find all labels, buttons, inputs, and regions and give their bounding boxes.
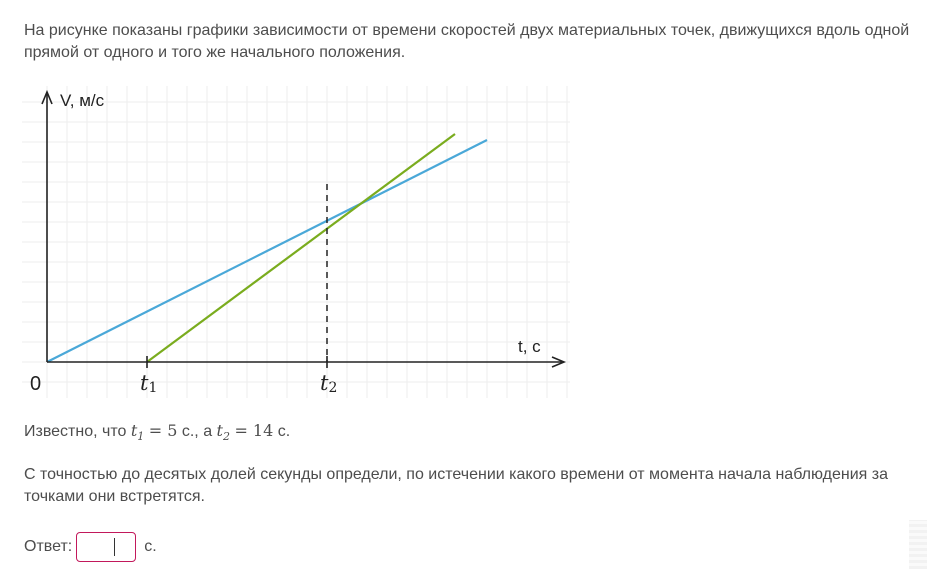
answer-input[interactable] [76,532,137,562]
t2-unit: с. [277,423,291,440]
series-line-2 [146,133,456,363]
t1-symbol: t1 [130,421,145,444]
velocity-time-chart: V, м/с t, с 0 t1 t2 [22,86,570,398]
chart-grid [22,86,570,398]
answer-unit: с. [144,538,157,555]
scroll-edge [909,520,927,569]
task-text: С точностью до десятых долей секунды опр… [24,466,888,505]
known-values: Известно, что t1 = 5 с., а t2 = 14 с. [24,421,290,443]
tick-label-t2: t2 [320,371,337,396]
y-axis-arrow [41,89,53,105]
tick-label-t1: t1 [140,371,157,396]
text-caret [114,538,115,556]
t1-unit: с., а [181,423,213,440]
t2-symbol: t2 [216,421,230,444]
origin-label: 0 [30,373,41,395]
answer-row: Ответ: с. [24,530,157,564]
t1-value: = 5 [148,421,178,440]
question-text: На рисунке показаны графики зависимости … [24,22,910,61]
known-prefix: Известно, что [24,423,127,440]
y-axis-label: V, м/с [60,91,105,110]
axes [41,89,567,368]
t2-value: = 14 [234,421,274,440]
x-axis-label: t, с [518,337,541,356]
series-line-1 [46,139,488,363]
chart-series [46,133,488,363]
x-axis-arrow [551,356,567,368]
answer-label: Ответ: [24,538,73,555]
tick-labels: t1 t2 [140,356,337,396]
